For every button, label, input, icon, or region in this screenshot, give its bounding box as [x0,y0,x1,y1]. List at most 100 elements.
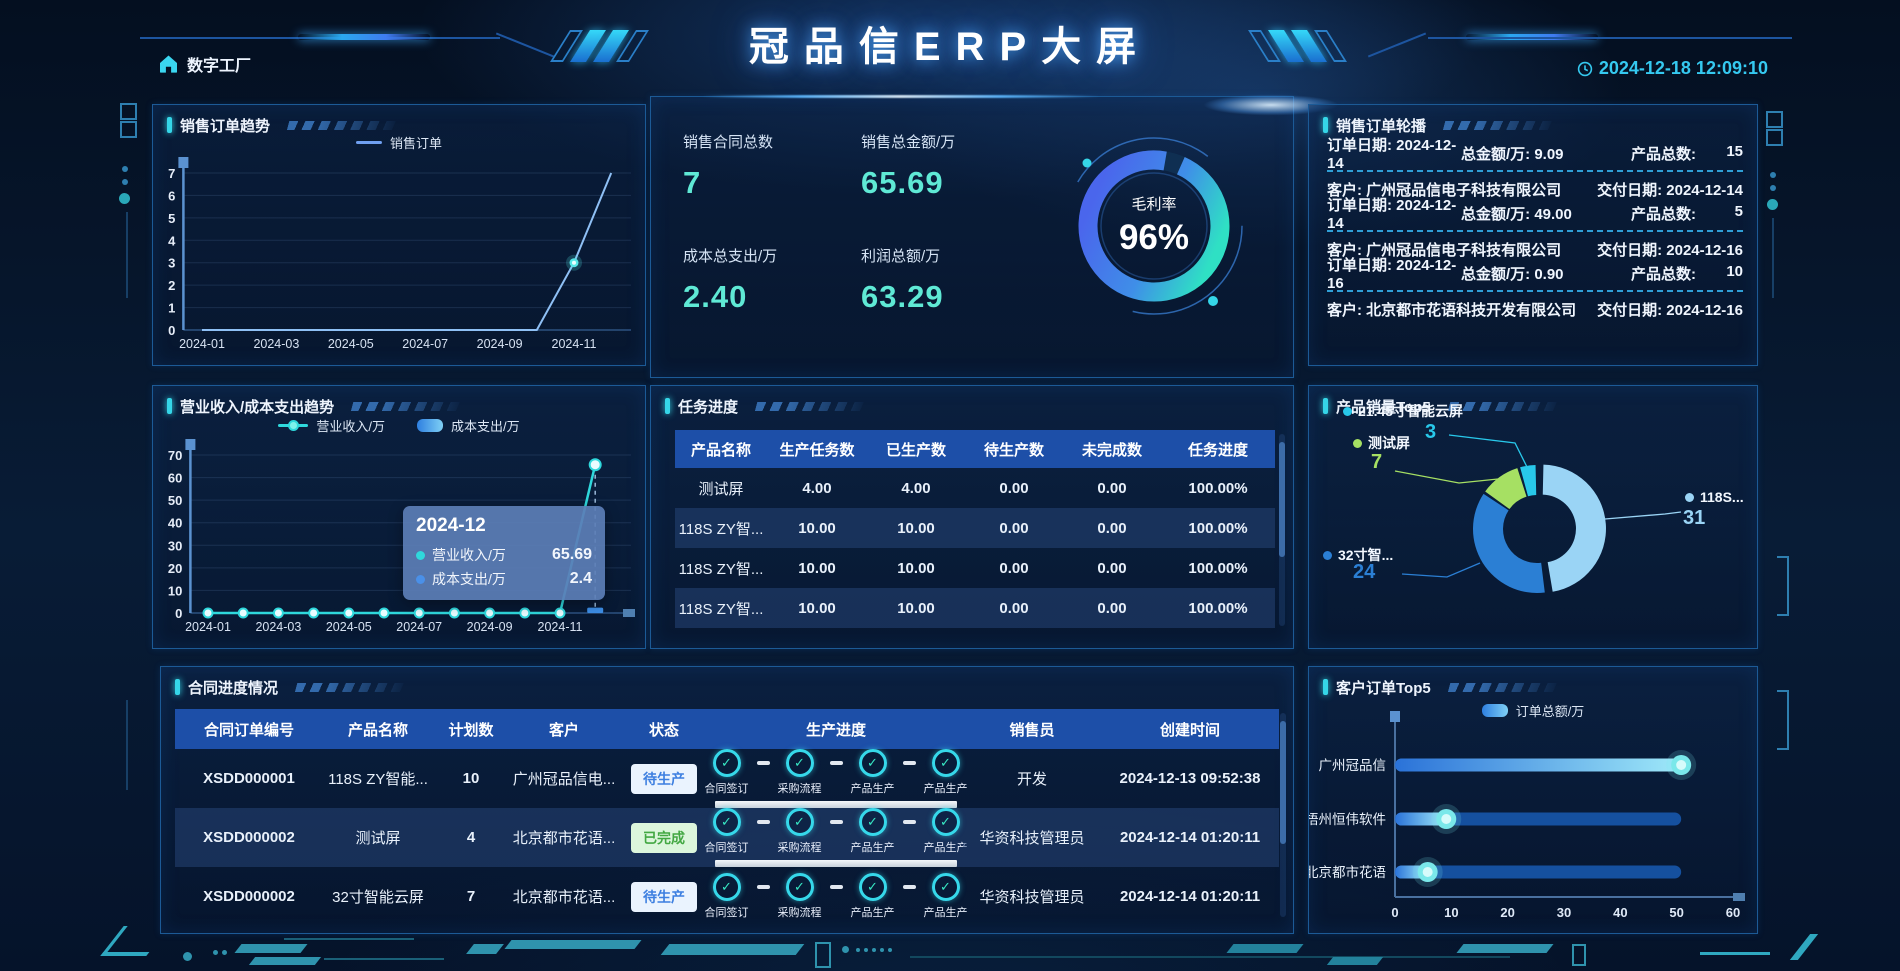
order-carousel-list[interactable]: 订单日期: 2024-12-14 总金额/万: 9.09 产品总数: 15 客户: 广州… [1327,137,1743,321]
donut-label-value: 24 [1353,561,1376,583]
header-diagonal-left [495,32,555,58]
kpi-value: 63.29 [861,279,944,314]
table-cell: 4.00 [901,479,931,497]
legend-bar-swatch [417,419,443,432]
step-label: 采购流程 [777,907,822,919]
home-icon [160,55,177,73]
step-check-icon: ✓ [785,873,814,901]
kpi-value: 2.40 [683,279,748,314]
contract-seller-cell: 华资科技管理员 [963,808,1101,867]
svg-text:2024-07: 2024-07 [402,337,448,351]
panel-title-text: 销售订单趋势 [180,117,271,135]
progress-step: ✓ 产品生产 [848,808,898,855]
step-connector [829,820,843,824]
donut-label-name: 118S... [1700,489,1744,505]
carousel-customer-line: 客户: 广州冠品信电子科技有限公司 交付日期: 2024-12-14 [1327,177,1743,201]
table-header-cell: 客户 [509,709,619,749]
step-label: 产品生产 [850,842,895,854]
carousel-separator [1327,230,1743,232]
tooltip-dot [416,574,425,584]
step-connector [756,885,770,889]
contract-code-cell: XSDD000001 [203,770,295,787]
app-logo[interactable]: 数字工厂 [158,52,251,76]
chart-tooltip: 2024-12 营业收入/万 65.69 成本支出/万 2.4 [403,506,605,600]
kpi-label: 成本总支出/万 [683,248,778,265]
step-label: 合同签订 [704,907,749,919]
carousel-separator [1327,290,1743,292]
table-header-cell: 产品名称 [675,430,767,468]
order-amount: 总金额/万: 9.09 [1461,145,1564,163]
table-header-cell: 生产任务数 [767,430,867,468]
panel-kpi-summary: 销售合同总数 7 销售总金额/万 65.69 成本总支出/万 2.40 利润总额… [650,83,1371,378]
deliver-date: 交付日期: 2024-12-16 [1597,301,1743,319]
app-logo-label: 数字工厂 [187,58,252,75]
svg-text:2024-03: 2024-03 [255,620,301,634]
contract-seller-cell: 华资科技管理员 [979,889,1085,906]
contract-table-scrollbar[interactable] [1280,713,1286,917]
panel-product-top5-title: 产品销量Top5 [1309,386,1757,417]
contract-status-cell: 待生产 [619,749,709,808]
progress-step: ✓ 采购流程 [775,808,825,855]
carousel-order-line: 订单日期: 2024-12-16 总金额/万: 0.90 产品总数: 10 [1327,257,1743,292]
step-check-icon: ✓ [785,808,814,836]
table-cell: 100.00% [1161,588,1275,628]
kpi-profit-total: 利润总额/万 63.29 [861,245,1039,315]
kpi-sales-amount: 销售总金额/万 65.69 [861,131,1039,201]
progress-steps: ✓ 合同签订 ✓ 采购流程 ✓ 产品生产 ✓ 产品生产 [702,749,971,796]
contract-status-cell: 已完成 [619,808,709,867]
task-progress-table: 产品名称 生产任务数 已生产数 待生产数 未完成数 任务进度 测试屏 4.00 4.00 0.00… [675,430,1275,628]
svg-text:2024-09: 2024-09 [477,337,523,351]
contract-product-cell: 测试屏 [323,808,433,867]
donut-label-dot [1323,550,1332,560]
donut-label-name: 21.45寸智能云屏 [1358,403,1464,419]
svg-text:2024-11: 2024-11 [538,620,583,634]
progress-step: ✓ 产品生产 [921,808,971,855]
progress-step: ✓ 采购流程 [775,749,825,796]
step-check-icon: ✓ [785,749,814,777]
svg-text:5: 5 [168,211,175,226]
svg-text:2024-05: 2024-05 [326,620,372,634]
order-count-label: 产品总数: [1631,265,1696,283]
order-amount: 总金额/万: 49.00 [1461,205,1572,223]
step-label: 产品生产 [923,842,968,854]
donut-label: 测试屏 [1353,433,1410,453]
step-connector [902,885,916,889]
task-table-scrollbar[interactable] [1279,434,1285,626]
legend-label: 销售订单 [389,136,442,151]
title-slashes-ornament [1442,120,1558,130]
revenue-cost-trend-chart[interactable]: 0 10 20 30 40 50 60 70 2024-01 2024-03 2024-05 2024… [153,386,645,646]
contract-qty-cell: 10 [462,770,480,787]
panel-contract-progress: 合同进度情况 合同订单编号 产品名称 计划数 客户 状态 生产进度 销售员 创建时间 XSDD0… [160,666,1294,934]
panel-title-text: 任务进度 [678,398,739,416]
step-check-icon: ✓ [712,808,741,836]
table-header-cell: 产品名称 [323,709,433,749]
table-header-cell: 未完成数 [1063,430,1161,468]
order-date: 订单日期: 2024-12-14 [1327,197,1457,232]
header-ornament-left [550,26,649,66]
kpi-cost-total: 成本总支出/万 2.40 [683,245,861,315]
progress-step: ✓ 产品生产 [921,749,971,796]
table-cell: 0.00 [1063,588,1161,628]
donut-label: 118S... [1685,489,1744,505]
donut-label: 21.45寸智能云屏 [1343,401,1463,421]
svg-text:20: 20 [168,561,182,576]
tooltip-title: 2024-12 [416,515,486,536]
product-sales-donut-chart[interactable] [1309,386,1757,648]
contract-code-cell: XSDD000002 [175,808,323,867]
table-cell: 10.00 [767,588,867,628]
step-check-icon: ✓ [858,873,887,901]
svg-text:60: 60 [1726,905,1740,920]
status-badge: 已完成 [631,822,697,853]
sales-order-trend-chart[interactable]: 0 1 2 3 4 5 6 7 2024-01 2024-03 2024-05 2024-07 2024… [153,105,645,363]
svg-text:2024-07: 2024-07 [396,620,442,634]
customer-name: 客户: 广州冠品信电子科技有限公司 [1327,181,1562,199]
legend-bar-swatch [1481,704,1508,717]
donut-label-value: 31 [1683,507,1706,529]
step-connector [902,761,916,765]
progress-steps: ✓ 合同签订 ✓ 采购流程 ✓ 产品生产 ✓ 产品生产 [702,873,971,920]
table-header-cell: 销售员 [963,709,1101,749]
svg-text:梧州恒伟软件: 梧州恒伟软件 [1309,812,1386,827]
order-count: 产品总数: 10 [1631,263,1743,284]
table-cell: 100.00% [1188,559,1248,577]
